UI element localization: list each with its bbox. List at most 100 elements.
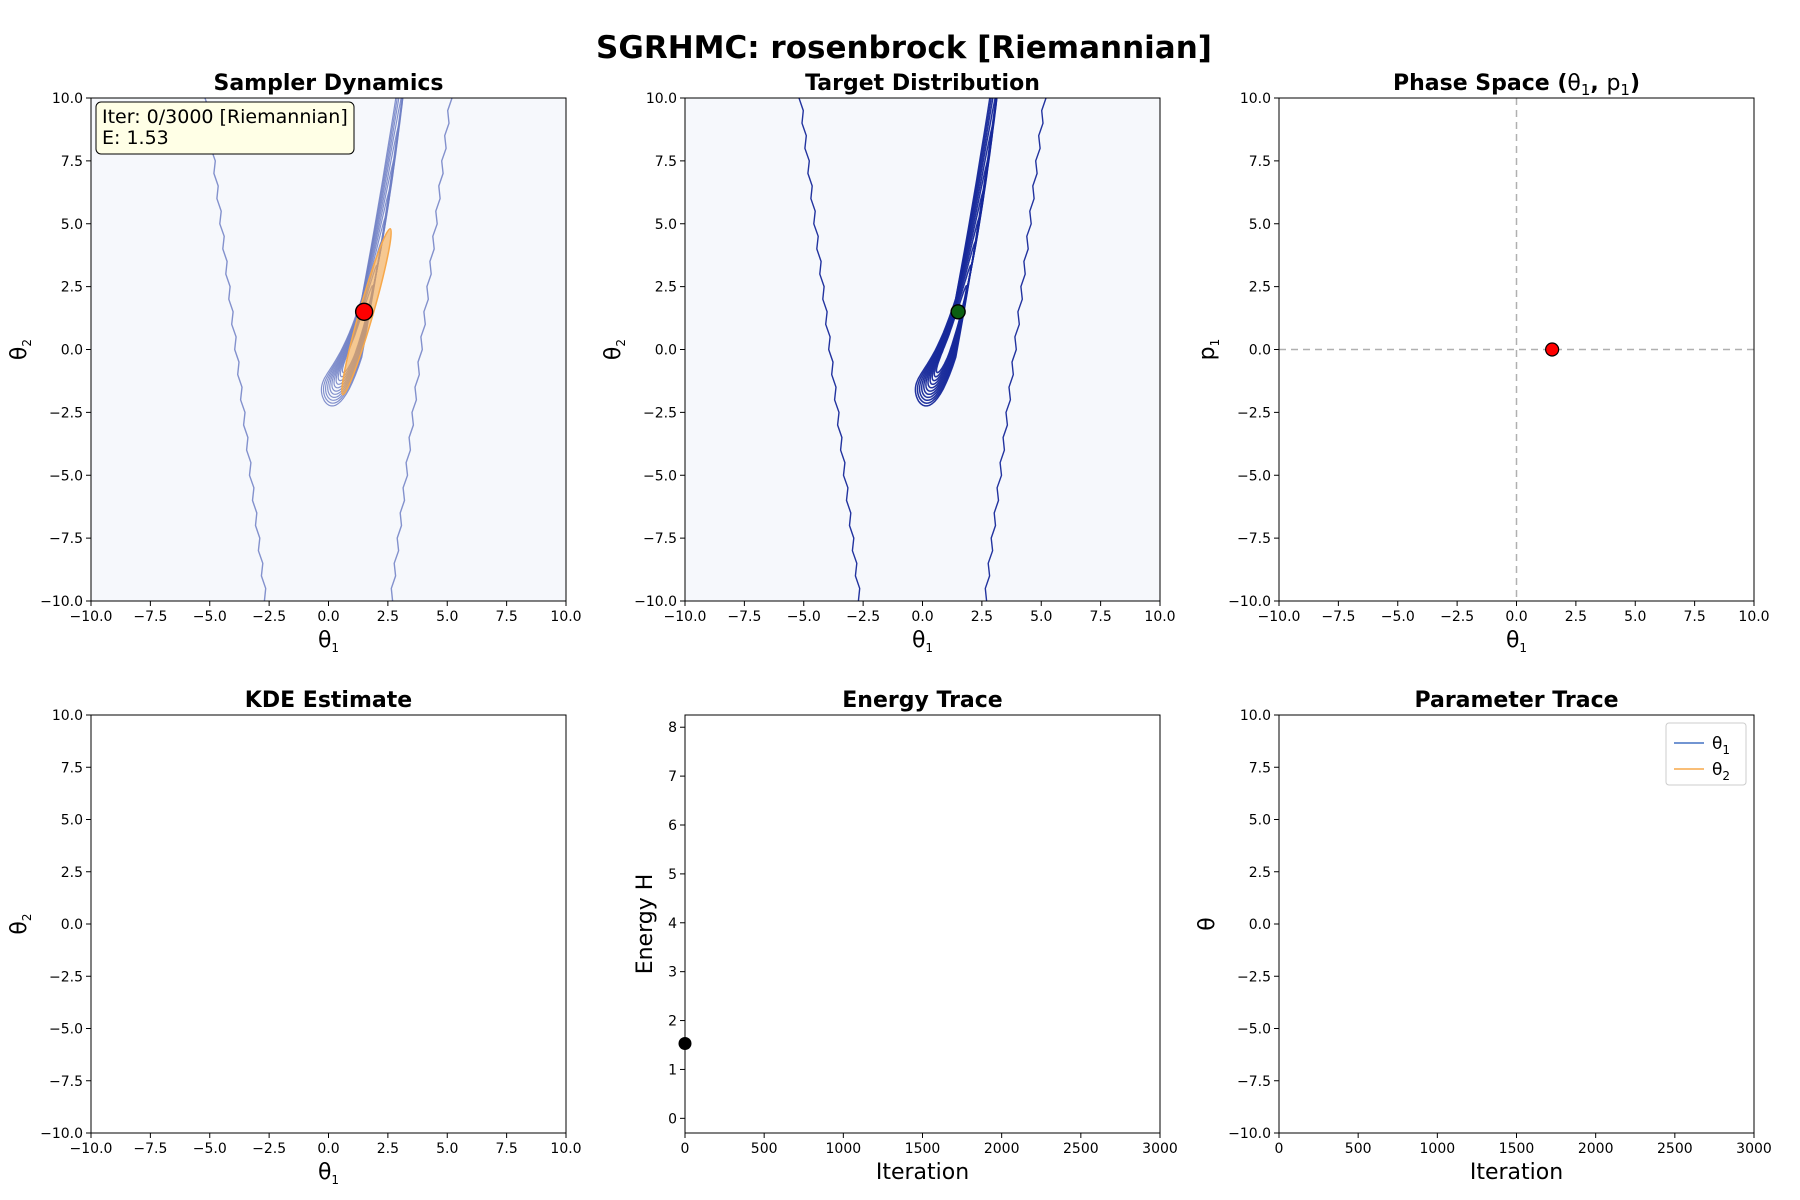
x-tick-label: −5.0 xyxy=(1381,609,1415,625)
y-tick-label: 0.0 xyxy=(1249,343,1271,359)
x-tick-label: 2.5 xyxy=(1565,609,1587,625)
y-tick-label: 4 xyxy=(668,916,677,932)
y-tick-label: −7.5 xyxy=(49,1074,83,1090)
y-tick-label: 5.0 xyxy=(1249,217,1271,233)
legend-box xyxy=(1665,722,1747,786)
x-tick-label: −7.5 xyxy=(727,609,761,625)
y-tick-label: 0.0 xyxy=(1249,917,1271,933)
contour-level-11 xyxy=(914,98,997,407)
y-tick-label: 2.5 xyxy=(61,865,83,881)
x-tick-label: 1500 xyxy=(1499,1141,1535,1157)
contour-boundary-left xyxy=(798,98,861,601)
y-tick-label: −2.5 xyxy=(49,969,83,985)
x-axis-label: Iteration xyxy=(1470,1160,1563,1185)
y-tick-label: 5.0 xyxy=(1249,813,1271,829)
plot-content xyxy=(1279,98,1754,601)
panel-title: Target Distribution xyxy=(805,71,1040,96)
x-tick-label: −5.0 xyxy=(193,1141,227,1157)
y-tick-label: 10.0 xyxy=(1240,708,1271,724)
y-tick-label: −7.5 xyxy=(1237,1074,1271,1090)
panel-target: −10.0 −7.5 −5.0 −2.5 0.0 2.5 5.0 7.5 10.0 −10.0 −7… xyxy=(601,71,1176,655)
plot-area xyxy=(685,715,1160,1133)
phase-point-0 xyxy=(1545,342,1560,357)
x-tick-label: 2000 xyxy=(984,1141,1020,1157)
x-tick-label: 10.0 xyxy=(1144,609,1175,625)
x-tick-label: −2.5 xyxy=(846,609,880,625)
contour-boundary-left xyxy=(204,98,267,601)
y-tick-label: −7.5 xyxy=(49,531,83,547)
contour-level-11 xyxy=(320,98,403,407)
x-tick-label: 7.5 xyxy=(1089,609,1111,625)
y-axis-label: θ xyxy=(1195,917,1220,930)
x-tick-label: 1000 xyxy=(826,1141,862,1157)
plot-area xyxy=(91,715,566,1133)
panel-title: Phase Space (θ1​, p1​) xyxy=(1393,71,1640,99)
x-tick-label: 0 xyxy=(1275,1141,1284,1157)
x-tick-label: 7.5 xyxy=(495,609,517,625)
y-tick-label: 10.0 xyxy=(1240,91,1271,107)
panel-phase: −10.0 −7.5 −5.0 −2.5 0.0 2.5 5.0 7.5 10.0 −10.0 −7… xyxy=(1195,71,1770,655)
x-tick-label: −10.0 xyxy=(1258,609,1301,625)
x-tick-label: 7.5 xyxy=(495,1141,517,1157)
panel-sampler: −10.0 −7.5 −5.0 −2.5 0.0 2.5 5.0 7.5 10.0 −10.0 −7… xyxy=(7,71,582,655)
x-tick-label: 5.0 xyxy=(1030,609,1052,625)
x-axis-label: θ1 xyxy=(1506,628,1527,655)
y-tick-label: 1 xyxy=(668,1062,677,1078)
info-line-1: Iter: 0/3000 [Riemannian] xyxy=(102,106,348,128)
y-tick-label: −5.0 xyxy=(1237,1022,1271,1038)
plot-area xyxy=(91,98,566,601)
y-tick-label: 2.5 xyxy=(655,280,677,296)
y-tick-label: 5.0 xyxy=(61,813,83,829)
x-tick-label: 10.0 xyxy=(550,609,581,625)
y-tick-label: 7.5 xyxy=(61,760,83,776)
y-tick-label: −2.5 xyxy=(49,405,83,421)
x-tick-label: −7.5 xyxy=(1321,609,1355,625)
y-tick-label: 6 xyxy=(668,818,677,834)
x-axis-label: θ1 xyxy=(318,1160,339,1187)
y-tick-label: −10.0 xyxy=(1228,1126,1271,1142)
y-tick-label: 7.5 xyxy=(61,154,83,170)
y-tick-label: −5.0 xyxy=(49,468,83,484)
y-tick-label: 10.0 xyxy=(646,91,677,107)
x-tick-label: 0.0 xyxy=(1505,609,1527,625)
x-tick-label: 1000 xyxy=(1420,1141,1456,1157)
y-tick-label: 8 xyxy=(668,720,677,736)
panel-energy: 0 500 1000 1500 2000 2500 3000 0 1 2 3 4 5 6 7 8 Energy … xyxy=(633,688,1178,1185)
x-tick-label: 5.0 xyxy=(436,1141,458,1157)
y-tick-label: 0.0 xyxy=(61,917,83,933)
x-tick-label: 2500 xyxy=(1657,1141,1693,1157)
y-tick-label: −2.5 xyxy=(643,405,677,421)
x-tick-label: 0.0 xyxy=(317,1141,339,1157)
x-tick-label: 7.5 xyxy=(1683,609,1705,625)
x-tick-label: 2.5 xyxy=(377,609,399,625)
y-tick-label: −7.5 xyxy=(1237,531,1271,547)
x-tick-label: 1500 xyxy=(905,1141,941,1157)
x-tick-label: 0.0 xyxy=(911,609,933,625)
y-tick-label: 0.0 xyxy=(61,343,83,359)
panel-kde: −10.0 −7.5 −5.0 −2.5 0.0 2.5 5.0 7.5 10.0 −10.0 −7… xyxy=(7,688,582,1187)
y-tick-label: 2.5 xyxy=(61,280,83,296)
y-tick-label: −10.0 xyxy=(40,1126,83,1142)
y-tick-label: 10.0 xyxy=(52,708,83,724)
x-tick-label: 10.0 xyxy=(1738,609,1769,625)
y-tick-label: −10.0 xyxy=(40,594,83,610)
x-tick-label: −5.0 xyxy=(787,609,821,625)
x-tick-label: 500 xyxy=(1345,1141,1372,1157)
x-tick-label: 3000 xyxy=(1142,1141,1178,1157)
x-tick-label: 5.0 xyxy=(1624,609,1646,625)
x-tick-label: 5.0 xyxy=(436,609,458,625)
y-tick-label: −5.0 xyxy=(49,1022,83,1038)
x-tick-label: 10.0 xyxy=(550,1141,581,1157)
y-axis-label: θ2 xyxy=(601,339,628,360)
contour-boundary-right xyxy=(390,98,453,601)
y-tick-label: 7.5 xyxy=(1249,154,1271,170)
x-tick-label: 0.0 xyxy=(317,609,339,625)
figure-title: SGRHMC: rosenbrock [Riemannian] xyxy=(596,30,1212,66)
plot-content xyxy=(798,98,1047,601)
y-tick-label: 0.0 xyxy=(655,343,677,359)
x-tick-label: −10.0 xyxy=(70,609,113,625)
y-tick-label: 7.5 xyxy=(655,154,677,170)
panel-params: 0 500 1000 1500 2000 2500 3000 −10.0 −7.5 −5.0 −2.… xyxy=(1195,688,1772,1185)
y-tick-label: 0 xyxy=(668,1111,677,1127)
y-tick-label: 2 xyxy=(668,1014,677,1030)
